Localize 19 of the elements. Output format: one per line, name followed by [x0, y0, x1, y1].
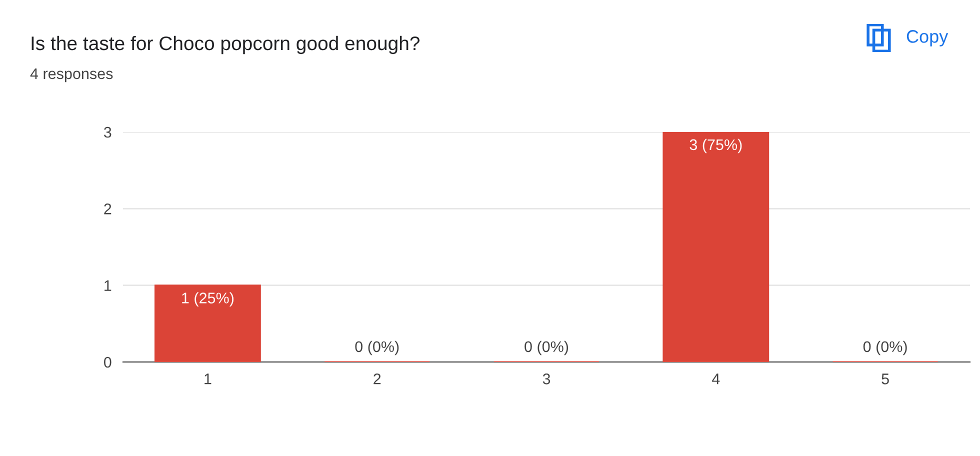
data-label: 0 (0%): [355, 340, 399, 356]
x-tick-label: 5: [882, 374, 889, 384]
y-tick-label: 2: [104, 204, 112, 214]
bar: [154, 284, 261, 362]
data-label: 3 (75%): [690, 138, 742, 154]
chart-subtitle: 4 responses: [30, 68, 113, 82]
data-label: 0 (0%): [524, 340, 568, 356]
data-label: 0 (0%): [863, 340, 907, 356]
x-tick-label: 4: [712, 374, 720, 384]
bar: [662, 132, 770, 362]
x-tick-label: 2: [374, 374, 381, 384]
y-tick-label: 0: [104, 356, 112, 368]
y-tick-label: 3: [104, 126, 112, 138]
x-tick-label: 1: [204, 374, 212, 384]
y-tick-label: 1: [104, 280, 112, 291]
data-label: 1 (25%): [182, 292, 234, 306]
chart-title: Is the taste for Choco popcorn good enough?: [32, 36, 420, 54]
text: Copy: [906, 30, 948, 46]
x-tick-label: 3: [542, 374, 550, 384]
